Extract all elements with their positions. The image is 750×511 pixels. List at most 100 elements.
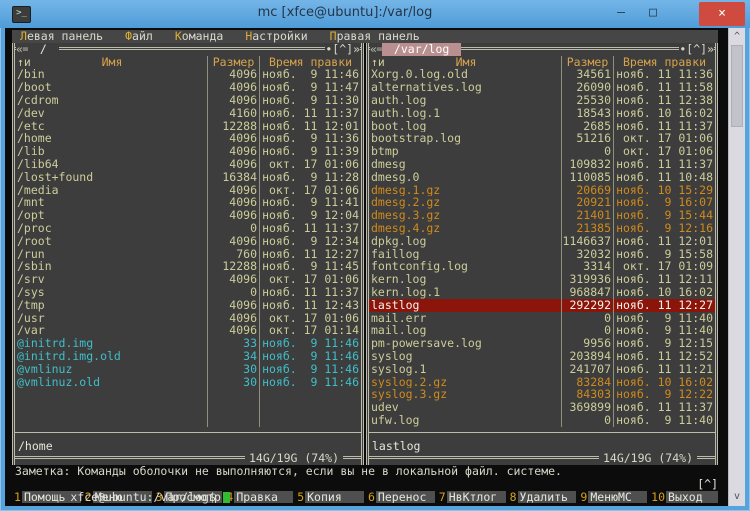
column-headers[interactable]: ↑и Имя Размер Время правки	[15, 55, 361, 69]
updir-corner-button[interactable]: [^]	[697, 476, 718, 491]
column-header-size[interactable]: Размер	[207, 55, 259, 69]
file-row[interactable]: /proc 0 нояб. 11 11:37	[15, 221, 361, 235]
file-row[interactable]: fontconfig.log 3314 окт. 17 01:09	[369, 260, 715, 274]
column-header-size[interactable]: Размер	[561, 55, 613, 69]
file-row[interactable]: kern.log.1 968847 нояб. 10 16:02	[369, 285, 715, 299]
file-row[interactable]: /boot 4096 нояб. 9 11:47	[15, 81, 361, 94]
file-row[interactable]: dmesg.2.gz 20921 нояб. 9 16:07	[369, 196, 715, 210]
panel-path[interactable]: /	[28, 42, 59, 56]
file-row[interactable]: @vmlinuz.old 30 нояб. 9 11:46	[15, 375, 361, 389]
close-button[interactable]: ×	[699, 2, 745, 26]
column-headers[interactable]: ↑и Имя Размер Время правки	[369, 55, 715, 69]
file-row[interactable]: /sys 0 нояб. 11 11:37	[15, 285, 361, 299]
scroll-up-icon[interactable]: ^	[733, 31, 741, 42]
menu-item[interactable]: Настройки	[245, 29, 308, 43]
file-row[interactable]: dmesg.1.gz 20669 нояб. 10 15:29	[369, 183, 715, 197]
file-size-cell	[207, 401, 259, 414]
menu-item[interactable]: Правая панель	[329, 29, 420, 43]
file-row[interactable]: syslog.2.gz 83284 нояб. 10 16:02	[369, 375, 715, 389]
command-line[interactable]: xfce@ubuntu:/var/log$ [^]	[12, 476, 718, 503]
file-name-cell: alternatives.log	[371, 81, 482, 94]
minimize-button[interactable]: –	[617, 5, 625, 20]
file-row[interactable]: /mnt 4096 нояб. 9 11:41	[15, 196, 361, 210]
column-header-name[interactable]: ↑и Имя	[17, 55, 123, 69]
scrollbar-thumb[interactable]	[731, 45, 743, 127]
panel-path[interactable]: /var/log	[382, 42, 462, 56]
file-row[interactable]: /dev 4160 нояб. 11 11:37	[15, 106, 361, 120]
titlebar[interactable]: >_ mc [xfce@ubuntu]:/var/log – □ ×	[0, 0, 750, 28]
scroll-down-icon[interactable]: v	[733, 491, 741, 502]
history-back-icon[interactable]: «═	[370, 41, 384, 56]
fkey-10-button[interactable]: 10 Выход	[650, 490, 718, 504]
menu-item[interactable]: Файл	[125, 29, 153, 43]
fkey-label: Просмотр	[163, 490, 223, 504]
file-row[interactable]: dmesg.3.gz 21401 нояб. 9 15:44	[369, 209, 715, 222]
fkey-6-button[interactable]: 6 Перенос	[367, 490, 435, 504]
fkey-8-button[interactable]: 8 Удалить	[509, 490, 577, 504]
file-row[interactable]: /cdrom 4096 нояб. 9 11:30	[15, 93, 361, 107]
file-row[interactable]: boot.log 2685 нояб. 11 11:37	[369, 119, 715, 133]
file-row[interactable]: udev 369899 нояб. 11 11:37	[369, 401, 715, 414]
file-row[interactable]: /sbin 12288 нояб. 9 11:45	[15, 260, 361, 274]
file-row[interactable]: pm-powersave.log 9956 нояб. 9 12:15	[369, 337, 715, 350]
file-row[interactable]: /lib 4096 нояб. 9 11:39	[15, 145, 361, 158]
menu-item[interactable]: Команда	[174, 29, 224, 43]
file-row[interactable]: faillog 32032 нояб. 9 15:58	[369, 247, 715, 261]
column-header-name[interactable]: ↑и Имя	[371, 55, 477, 69]
history-back-icon[interactable]: «═	[16, 41, 30, 56]
file-row[interactable]: /usr 4096 окт. 17 01:06	[15, 311, 361, 325]
terminal-scrollbar[interactable]: ^ v	[728, 28, 745, 506]
panel-updir-button[interactable]: •[^]»	[679, 41, 714, 56]
file-row[interactable]: bootstrap.log 51216 окт. 17 01:06	[369, 132, 715, 146]
file-row[interactable]: /run 760 нояб. 11 12:27	[15, 247, 361, 261]
file-row[interactable]: @initrd.img 33 нояб. 9 11:46	[15, 337, 361, 350]
file-row[interactable]: syslog.1 241707 нояб. 11 11:21	[369, 362, 715, 376]
fkey-4-button[interactable]: 4 Правка	[225, 490, 294, 504]
file-row[interactable]: @initrd.img.old 34 нояб. 9 11:46	[15, 349, 361, 363]
file-row[interactable]: /lib64 4096 окт. 17 01:06	[15, 157, 361, 171]
file-row[interactable]: dmesg 109832 нояб. 11 11:37	[369, 157, 715, 171]
file-date-cell: нояб. 9 11:47	[259, 81, 361, 94]
file-row[interactable]: auth.log 25530 нояб. 11 12:38	[369, 93, 715, 107]
file-row[interactable]: mail.err 0 нояб. 9 11:40	[369, 311, 715, 325]
file-row[interactable]: auth.log.1 18543 нояб. 10 16:02	[369, 106, 715, 120]
file-row[interactable]: lastlog 292292 нояб. 11 12:27	[369, 298, 715, 312]
file-name-cell: Xorg.0.log.old	[371, 68, 468, 82]
fkey-9-button[interactable]: 9 МенюМС	[579, 490, 648, 504]
file-row[interactable]: /srv 4096 окт. 17 01:06	[15, 273, 361, 286]
file-row[interactable]: syslog 203894 нояб. 11 12:52	[369, 349, 715, 363]
file-row[interactable]: dmesg.0 110085 нояб. 11 10:48	[369, 170, 715, 184]
file-row[interactable]: dpkg.log 1146637 нояб. 11 12:01	[369, 234, 715, 248]
file-row[interactable]: syslog.3.gz 84303 нояб. 9 12:22	[369, 388, 715, 402]
file-row[interactable]: dmesg.4.gz 21385 нояб. 9 12:16	[369, 221, 715, 235]
file-row[interactable]: alternatives.log 26090 нояб. 11 11:58	[369, 81, 715, 94]
file-row[interactable]: /home 4096 нояб. 9 11:36	[15, 132, 361, 146]
file-size-cell: 241707	[561, 362, 613, 376]
file-row[interactable]: /lost+found 16384 нояб. 9 11:28	[15, 170, 361, 184]
file-row[interactable]: /var 4096 окт. 17 01:14	[15, 324, 361, 338]
fkey-2-button[interactable]: 2Меню	[84, 490, 152, 504]
file-row[interactable]: Xorg.0.log.old 34561 нояб. 11 11:36	[369, 68, 715, 82]
maximize-button[interactable]: □	[649, 5, 657, 20]
file-row[interactable]: /media 4096 окт. 17 01:06	[15, 183, 361, 197]
column-header-mtime[interactable]: Время правки	[259, 55, 361, 69]
file-row[interactable]: mail.log 0 нояб. 9 11:40	[369, 324, 715, 338]
file-row[interactable]: btmp 0 окт. 17 01:06	[369, 145, 715, 158]
fkey-5-button[interactable]: 5 Копия	[296, 490, 364, 504]
fkey-1-button[interactable]: 1Помощь	[13, 490, 81, 504]
fkey-7-button[interactable]: 7 НвКтлог	[438, 490, 506, 504]
column-header-mtime[interactable]: Время правки	[613, 55, 715, 69]
file-row[interactable]: kern.log 319936 нояб. 11 12:11	[369, 273, 715, 286]
file-row[interactable]: /root 4096 нояб. 9 12:34	[15, 234, 361, 248]
file-row[interactable]: /tmp 4096 нояб. 11 12:43	[15, 298, 361, 312]
file-row[interactable]: /opt 4096 нояб. 9 12:04	[15, 209, 361, 222]
menu-item[interactable]: Левая панель	[20, 29, 104, 43]
file-row[interactable]: /bin 4096 нояб. 9 11:46	[15, 68, 361, 82]
file-row[interactable]: /etc 12288 нояб. 11 12:01	[15, 119, 361, 133]
frame-line	[369, 46, 715, 50]
file-row[interactable]: ufw.log 0 нояб. 9 11:40	[369, 413, 715, 427]
fkey-number: 2	[84, 491, 93, 504]
file-row[interactable]: @vmlinuz 30 нояб. 9 11:46	[15, 362, 361, 376]
fkey-3-button[interactable]: 3Просмотр	[155, 490, 223, 504]
panel-updir-button[interactable]: •[^]»	[325, 41, 360, 56]
